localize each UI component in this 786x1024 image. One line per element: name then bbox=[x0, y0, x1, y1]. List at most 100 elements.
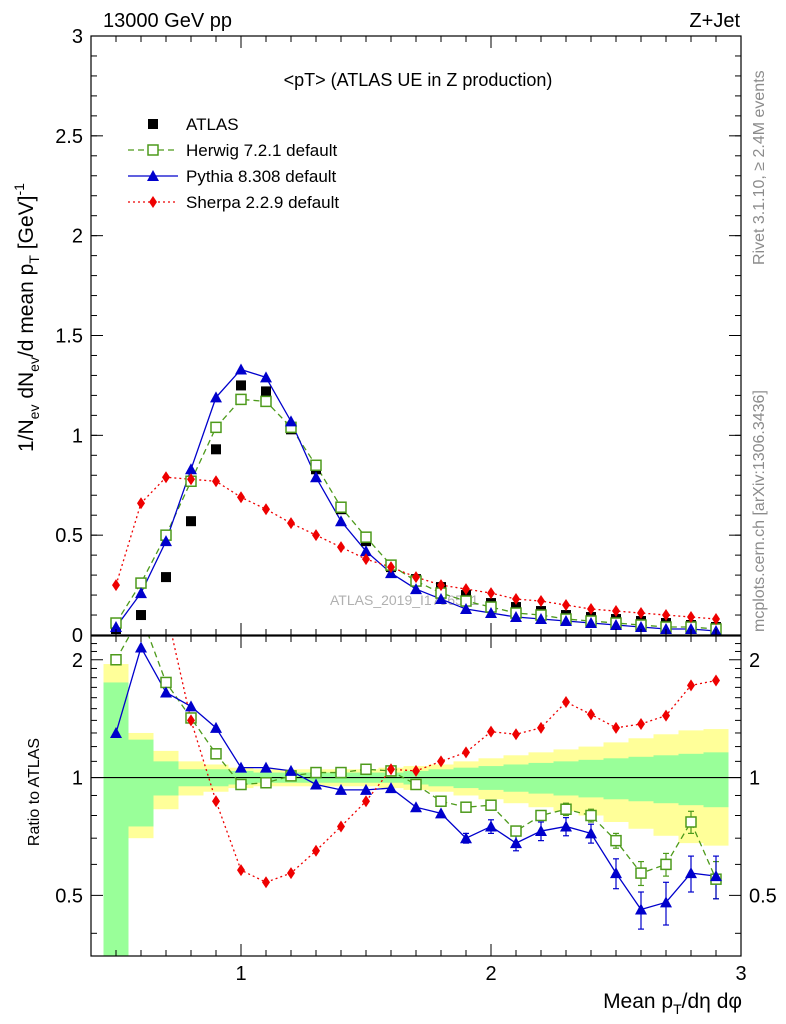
ratio-point-herwig bbox=[435, 795, 447, 807]
main-point-pythia bbox=[485, 607, 497, 619]
main-point-herwig bbox=[360, 531, 372, 543]
x-tick-label: 1 bbox=[235, 963, 246, 985]
main-point-pythia bbox=[660, 623, 672, 635]
main-y-tick-label: 0 bbox=[72, 625, 83, 647]
ratio-point-sherpa bbox=[487, 725, 495, 738]
ratio-point-herwig bbox=[410, 778, 422, 791]
main-point-herwig bbox=[335, 501, 347, 513]
main-point-pythia bbox=[510, 611, 522, 623]
ratio-point-pythia bbox=[285, 764, 297, 776]
main-point-pythia bbox=[235, 363, 247, 375]
ratio-band-inner bbox=[653, 755, 679, 804]
main-point-herwig bbox=[135, 577, 147, 589]
main-point-sherpa bbox=[662, 609, 670, 622]
main-y-tick-label: 2.5 bbox=[55, 126, 83, 148]
process-label: Z+Jet bbox=[689, 10, 740, 32]
main-point-sherpa bbox=[512, 593, 520, 606]
mcplots-label: mcplots.cern.ch [arXiv:1306.3436] bbox=[751, 390, 768, 632]
ratio-point-pythia bbox=[685, 867, 697, 879]
legend-label-atlas: ATLAS bbox=[186, 115, 239, 134]
main-point-sherpa bbox=[537, 595, 545, 608]
main-point-pythia bbox=[310, 471, 322, 483]
ratio-point-herwig bbox=[235, 778, 247, 791]
ratio-point-sherpa bbox=[412, 764, 420, 777]
ratio-point-herwig bbox=[610, 834, 622, 847]
ratio-point-pythia bbox=[335, 783, 347, 795]
ratio-point-sherpa bbox=[112, 418, 120, 430]
ratio-point-pythia bbox=[360, 783, 372, 795]
ratio-point-pythia bbox=[110, 726, 122, 738]
main-point-pythia bbox=[360, 545, 372, 557]
ratio-point-sherpa bbox=[712, 674, 720, 687]
ratio-point-sherpa bbox=[137, 453, 145, 465]
ratio-point-sherpa bbox=[637, 718, 645, 731]
main-point-pythia bbox=[560, 615, 572, 627]
ratio-point-sherpa bbox=[237, 864, 245, 877]
legend-label-herwig: Herwig 7.2.1 default bbox=[186, 141, 337, 160]
main-point-atlas bbox=[136, 610, 146, 621]
main-point-sherpa bbox=[212, 475, 220, 488]
ratio-point-pythia bbox=[560, 820, 572, 832]
main-point-atlas bbox=[236, 380, 246, 391]
main-point-sherpa bbox=[112, 579, 120, 592]
main-point-pythia bbox=[135, 587, 147, 599]
ratio-point-pythia bbox=[485, 820, 497, 832]
x-tick-label: 3 bbox=[735, 963, 746, 985]
main-point-sherpa bbox=[362, 553, 370, 566]
main-point-atlas bbox=[186, 516, 196, 527]
ratio-point-herwig bbox=[485, 799, 497, 811]
ratio-point-pythia bbox=[210, 721, 222, 733]
ratio-y-tick-label-right: 2 bbox=[749, 650, 760, 672]
ratio-point-herwig bbox=[160, 676, 172, 689]
main-point-pythia bbox=[335, 515, 347, 527]
main-point-pythia bbox=[685, 623, 697, 635]
main-point-sherpa bbox=[637, 607, 645, 620]
main-point-sherpa bbox=[162, 471, 170, 484]
main-y-tick-label: 1 bbox=[72, 425, 83, 447]
ratio-band-inner bbox=[678, 753, 704, 806]
main-point-pythia bbox=[435, 593, 447, 605]
ratio-band-inner bbox=[578, 759, 604, 798]
main-point-sherpa bbox=[437, 579, 445, 592]
main-point-sherpa bbox=[487, 587, 495, 600]
main-point-pythia bbox=[585, 617, 597, 629]
main-point-sherpa bbox=[287, 517, 295, 530]
ratio-point-sherpa bbox=[362, 795, 370, 808]
main-point-sherpa bbox=[337, 541, 345, 554]
main-point-sherpa bbox=[312, 529, 320, 542]
axes-frames: 0 0.5 1 1.5 2 2.5 3 1 2 3 0.5 0.5 1 1 2 2 bbox=[55, 26, 777, 985]
main-point-herwig bbox=[260, 395, 272, 408]
ratio-point-herwig bbox=[685, 816, 697, 828]
ratio-point-herwig bbox=[360, 763, 372, 776]
ratio-point-sherpa bbox=[337, 820, 345, 833]
ratio-series-layer bbox=[91, 418, 741, 956]
ratio-point-pythia bbox=[535, 825, 547, 837]
main-point-sherpa bbox=[687, 611, 695, 624]
main-point-pythia bbox=[635, 621, 647, 633]
main-y-tick-label: 1.5 bbox=[55, 326, 83, 348]
main-point-pythia bbox=[260, 371, 272, 383]
main-point-sherpa bbox=[462, 583, 470, 596]
ratio-point-herwig bbox=[335, 766, 347, 779]
legend: ATLAS Herwig 7.2.1 default Pythia 8.308 de… bbox=[128, 115, 339, 212]
main-point-herwig bbox=[310, 459, 322, 472]
main-point-atlas bbox=[511, 602, 521, 613]
ratio-y-tick-label: 2 bbox=[72, 650, 83, 672]
ratio-point-herwig bbox=[510, 825, 522, 837]
ratio-band-inner bbox=[603, 758, 629, 800]
main-point-atlas bbox=[261, 386, 271, 397]
ratio-band-inner bbox=[703, 752, 729, 808]
main-point-atlas bbox=[161, 572, 171, 583]
ratio-point-sherpa bbox=[537, 721, 545, 734]
ratio-point-sherpa bbox=[587, 708, 595, 721]
ratio-point-herwig bbox=[535, 809, 547, 822]
main-point-sherpa bbox=[612, 605, 620, 618]
rivet-version-label: Rivet 3.1.10, ≥ 2.4M events bbox=[751, 70, 768, 265]
main-point-pythia bbox=[110, 621, 122, 633]
ratio-point-sherpa bbox=[212, 795, 220, 808]
plot-title: <pT> (ATLAS UE in Z production) bbox=[284, 70, 553, 90]
ratio-y-tick-label: 1 bbox=[72, 768, 83, 790]
main-y-tick-label: 3 bbox=[72, 26, 83, 48]
main-y-tick-label: 2 bbox=[72, 226, 83, 248]
